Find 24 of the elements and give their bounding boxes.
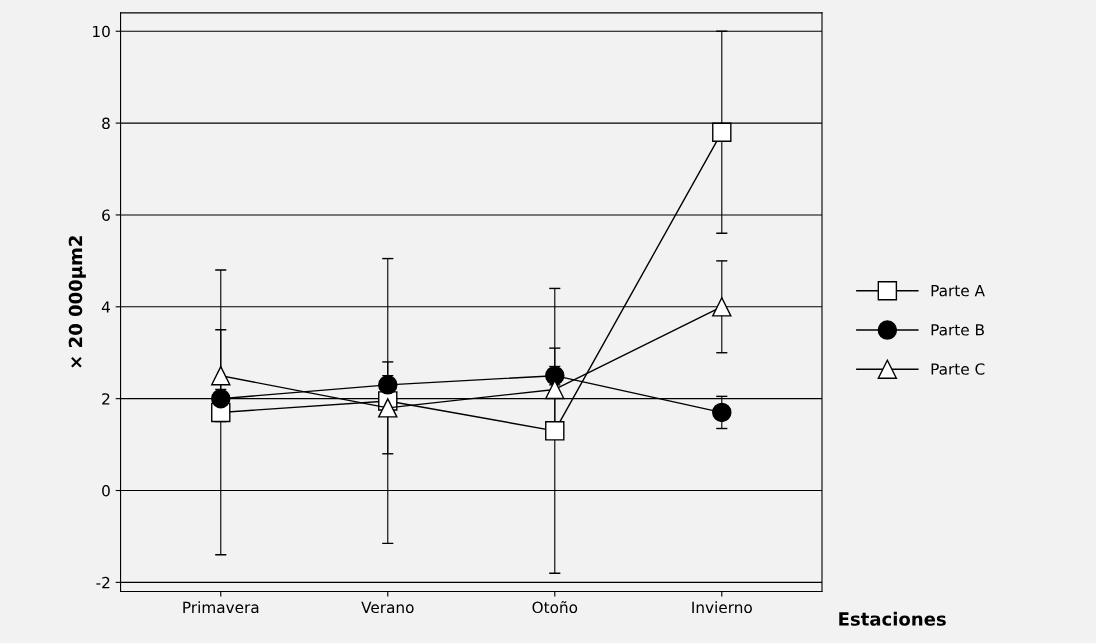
point [378, 398, 398, 418]
point [712, 122, 732, 142]
y-tick-label: 4 [101, 301, 110, 313]
point [545, 421, 565, 441]
legend-label: Parte C [931, 363, 985, 375]
y-tick-label: -2 [96, 576, 110, 589]
y-tick-label: 8 [102, 117, 110, 130]
point [211, 365, 231, 386]
legend-label: Parte A [931, 284, 985, 297]
point [712, 297, 732, 317]
point [712, 402, 732, 423]
y-axis-title: × 20 000µm2 [68, 236, 86, 368]
point [378, 375, 398, 395]
y-tick-label: 2 [102, 393, 110, 405]
y-tick-label: 10 [93, 25, 110, 38]
point [211, 388, 231, 409]
y-tick-label: 0 [102, 484, 110, 497]
x-tick-label: Otoño [532, 601, 578, 614]
y-tick-label: 6 [102, 209, 110, 221]
x-tick-label: Primavera [183, 601, 259, 614]
x-tick-label: Invierno [692, 601, 752, 614]
legend-label: Parte B [931, 324, 984, 336]
x-axis-title: Estaciones [839, 611, 946, 626]
x-tick-label: Verano [361, 601, 414, 614]
